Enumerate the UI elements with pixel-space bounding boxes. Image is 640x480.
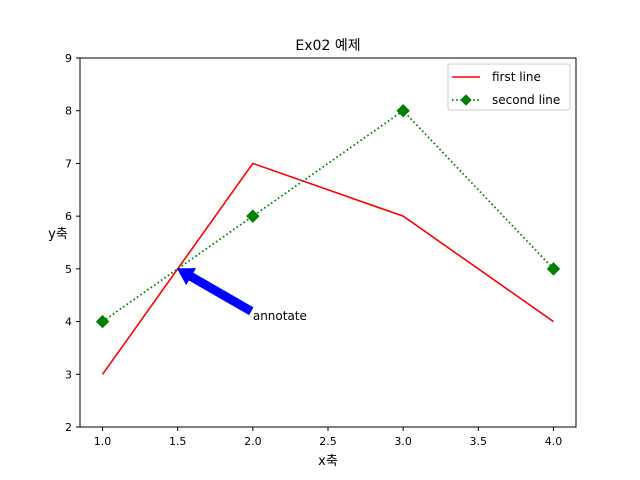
y-axis-label: y축 <box>48 227 68 242</box>
series-2-point <box>95 314 110 329</box>
annotation-arrow <box>176 268 254 316</box>
annotation-layer: annotate <box>176 268 307 323</box>
x-tick-label: 3.5 <box>470 435 488 448</box>
series-2-point <box>246 209 260 223</box>
y-tick-label: 3 <box>65 368 72 381</box>
series-2-point <box>396 104 410 118</box>
x-tick-label: 3.0 <box>394 435 412 448</box>
legend-box <box>447 63 571 111</box>
legend: first line second line <box>447 63 571 111</box>
legend-marker-2 <box>460 94 472 106</box>
y-tick-label: 6 <box>65 210 72 223</box>
x-axis-ticks: 1.0 1.5 2.0 2.5 3.0 3.5 4.0 <box>94 427 562 448</box>
x-tick-label: 4.0 <box>545 435 563 448</box>
y-tick-label: 8 <box>65 105 72 118</box>
legend-label-2: second line <box>492 93 560 107</box>
y-tick-label: 4 <box>65 316 72 329</box>
chart-title: Ex02 예제 <box>295 38 360 54</box>
y-tick-label: 2 <box>65 421 72 434</box>
legend-label-1: first line <box>492 70 541 84</box>
x-tick-label: 1.0 <box>94 435 112 448</box>
y-tick-label: 5 <box>65 263 72 276</box>
x-tick-label: 1.5 <box>169 435 187 448</box>
x-tick-label: 2.5 <box>319 435 337 448</box>
y-tick-label: 7 <box>65 157 72 170</box>
x-tick-label: 2.0 <box>244 435 262 448</box>
annotation-label: annotate <box>253 309 307 323</box>
x-axis-label: x축 <box>318 454 338 469</box>
y-tick-label: 9 <box>65 52 72 65</box>
y-axis-ticks: 2 3 4 5 6 7 8 9 <box>65 52 80 434</box>
series-2-point <box>546 262 561 276</box>
